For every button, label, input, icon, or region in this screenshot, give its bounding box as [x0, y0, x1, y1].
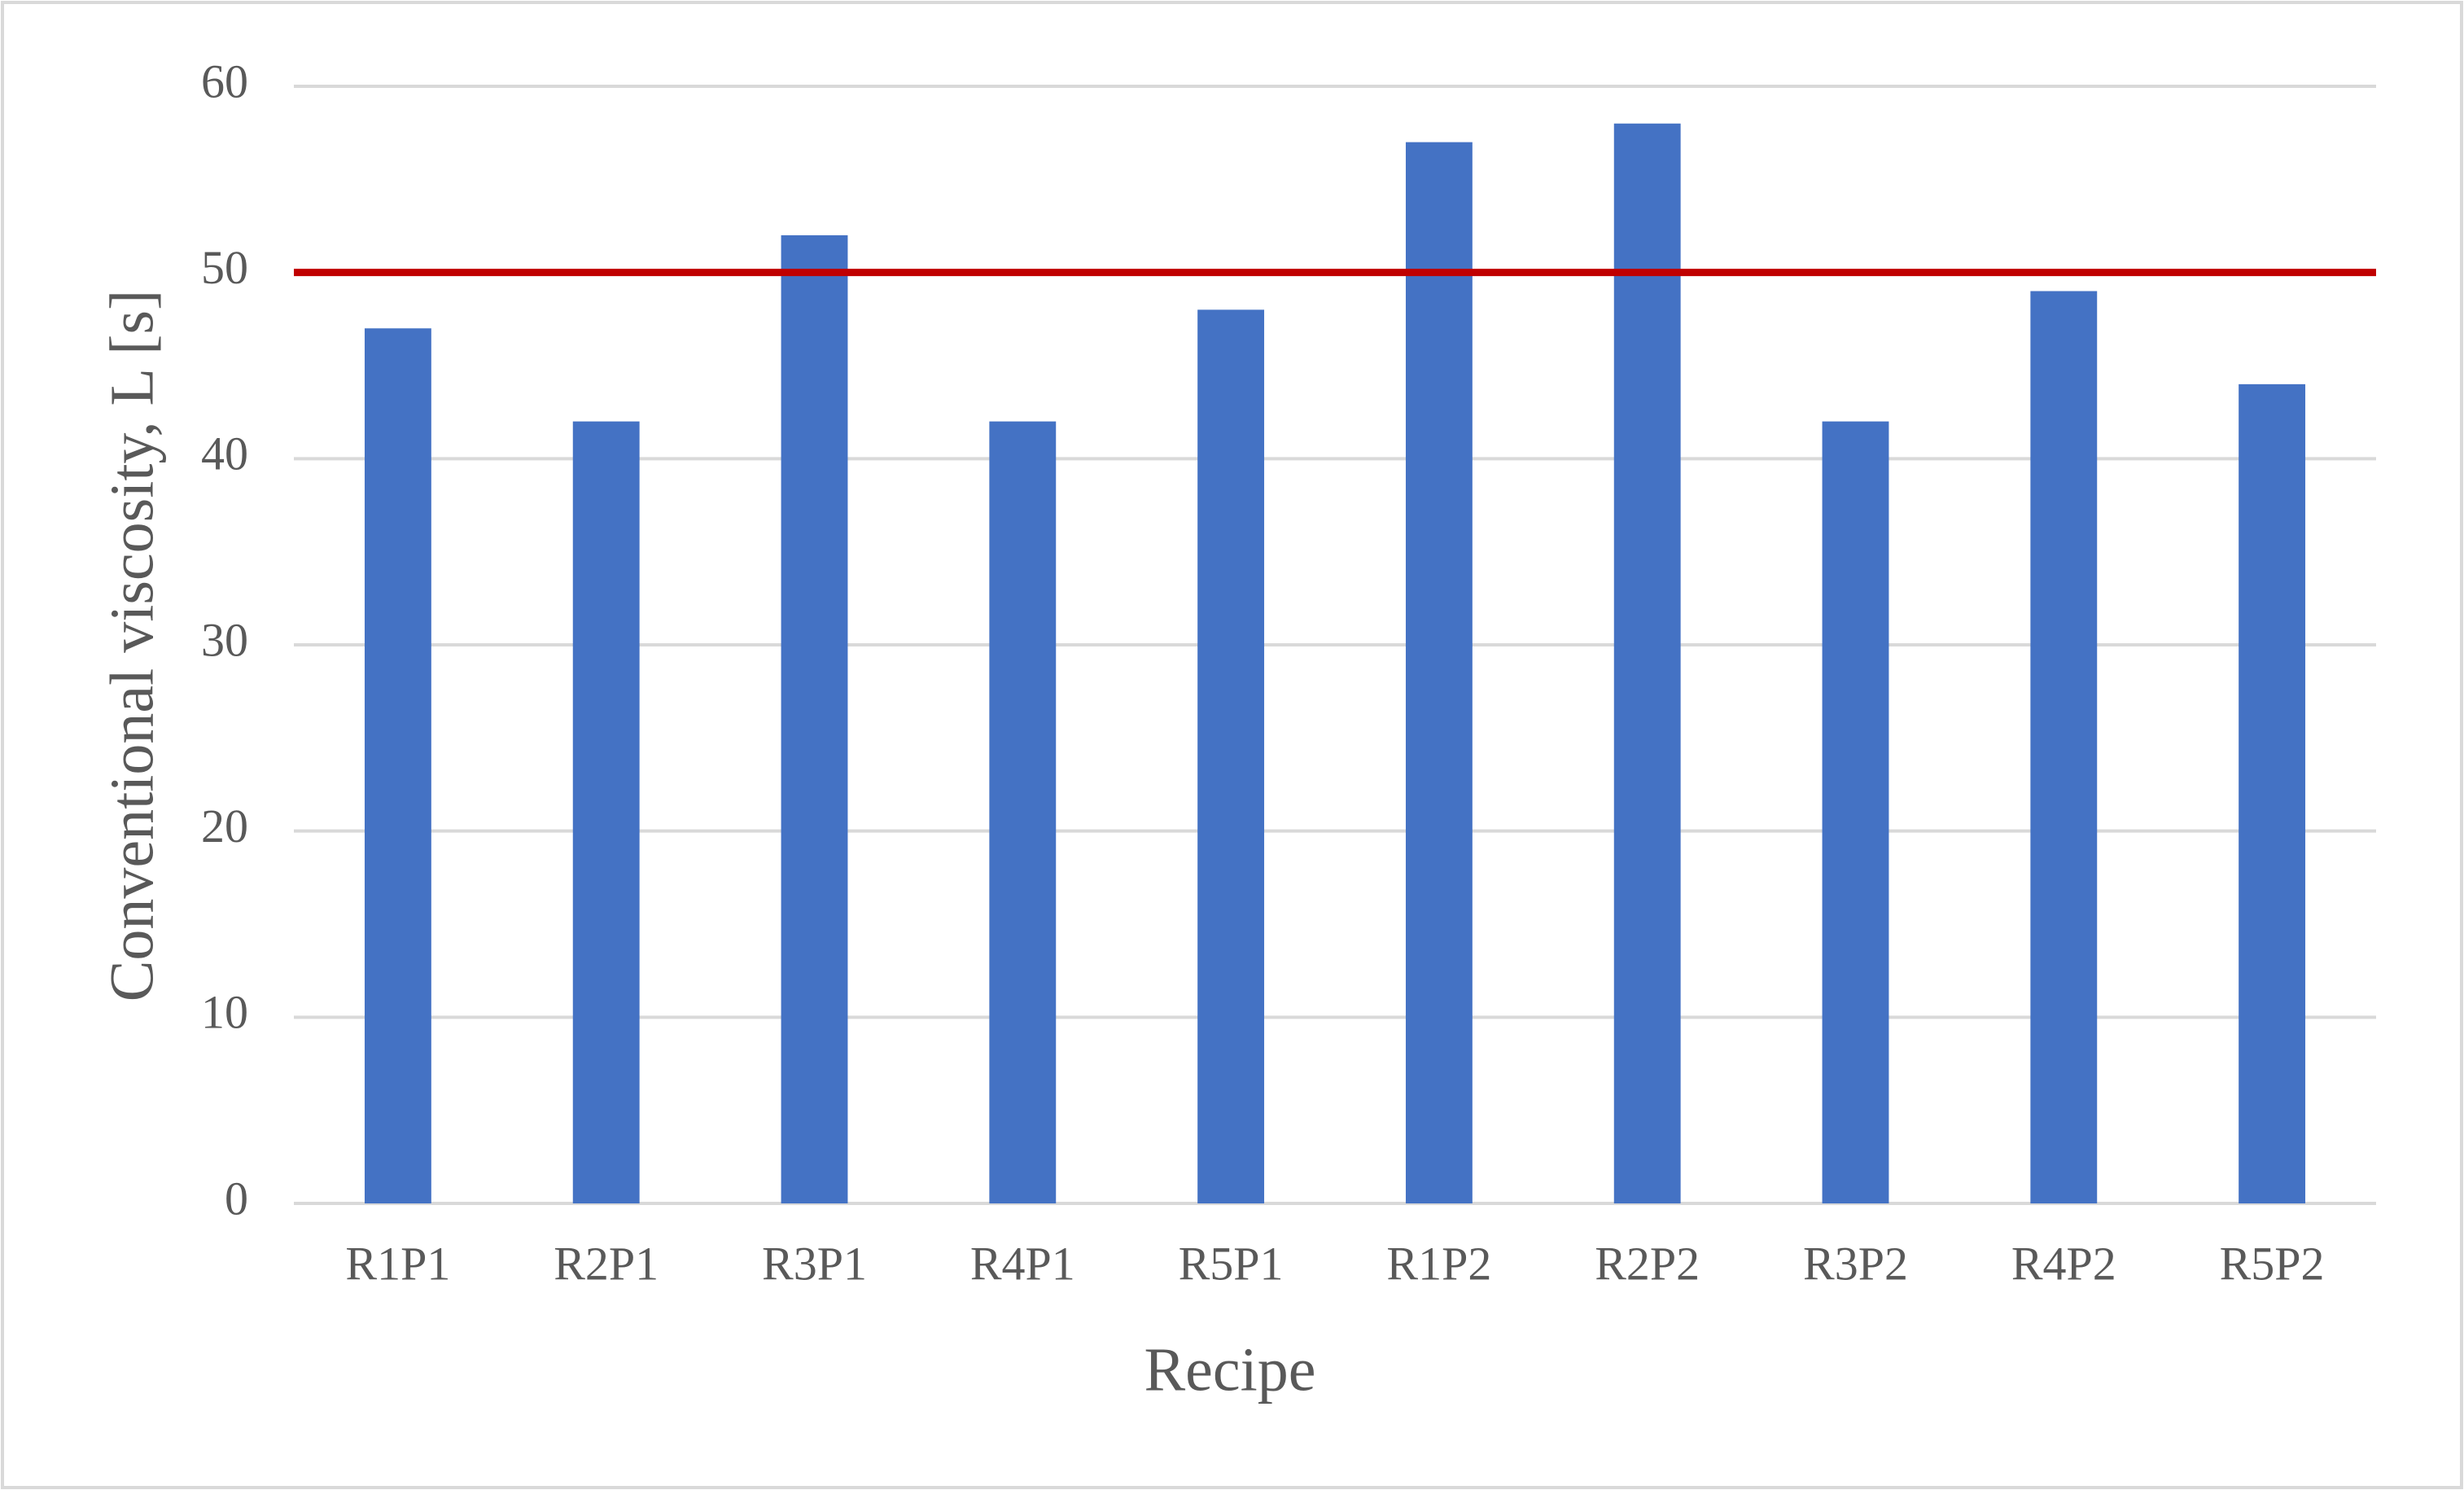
x-tick-label: R1P2: [1386, 1237, 1491, 1290]
x-axis-title: Recipe: [1144, 1335, 1315, 1404]
bar: [2030, 291, 2098, 1203]
y-tick-label: 10: [201, 986, 248, 1039]
x-tick-label: R5P2: [2220, 1237, 2325, 1290]
y-tick-label: 40: [201, 427, 248, 480]
bar: [1197, 309, 1265, 1203]
bar: [989, 421, 1057, 1203]
x-tick-label: R1P1: [345, 1237, 450, 1290]
y-tick-label: 0: [225, 1172, 248, 1225]
bar: [2239, 383, 2306, 1203]
x-tick-label: R4P2: [2011, 1237, 2116, 1290]
bar: [1405, 142, 1473, 1204]
x-tick-label: R3P2: [1803, 1237, 1908, 1290]
x-tick-label: R2P1: [554, 1237, 659, 1290]
y-tick-label: 30: [201, 613, 248, 666]
y-tick-label: 50: [201, 241, 248, 294]
x-tick-label: R3P1: [762, 1237, 867, 1290]
bar: [364, 328, 431, 1204]
bar: [781, 234, 848, 1203]
x-tick-label: R2P2: [1595, 1237, 1700, 1290]
bar: [1822, 421, 1889, 1203]
y-axis-title: Conventional viscosity, L [s]: [98, 290, 166, 1002]
y-tick-label: 60: [201, 55, 248, 107]
x-tick-label: R4P1: [970, 1237, 1075, 1290]
bar: [572, 421, 640, 1203]
y-tick-label: 20: [201, 800, 248, 852]
bar: [1613, 123, 1681, 1203]
x-tick-label: R5P1: [1179, 1237, 1284, 1290]
